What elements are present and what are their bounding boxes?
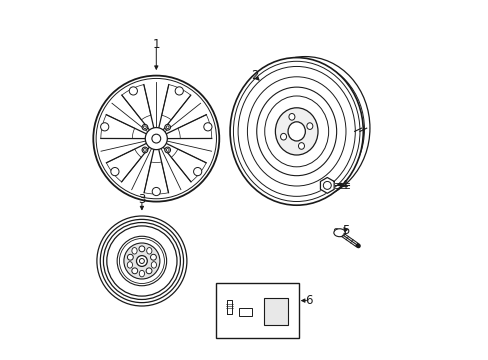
Ellipse shape xyxy=(193,167,202,176)
Ellipse shape xyxy=(119,238,164,284)
Ellipse shape xyxy=(103,222,180,300)
Ellipse shape xyxy=(97,216,186,306)
Ellipse shape xyxy=(100,219,183,303)
Ellipse shape xyxy=(132,268,138,274)
Text: 2: 2 xyxy=(250,69,258,82)
Ellipse shape xyxy=(142,147,147,153)
Ellipse shape xyxy=(143,126,146,129)
Ellipse shape xyxy=(323,181,330,189)
Polygon shape xyxy=(171,149,206,182)
Ellipse shape xyxy=(139,270,144,277)
Ellipse shape xyxy=(146,268,152,274)
Ellipse shape xyxy=(166,149,169,151)
Ellipse shape xyxy=(106,226,177,296)
Polygon shape xyxy=(178,115,211,139)
Ellipse shape xyxy=(288,113,294,120)
Bar xyxy=(239,307,251,315)
Text: 5: 5 xyxy=(342,224,349,237)
Ellipse shape xyxy=(333,229,345,237)
Ellipse shape xyxy=(123,243,160,279)
Text: 3: 3 xyxy=(138,193,145,206)
Polygon shape xyxy=(162,85,190,120)
Ellipse shape xyxy=(164,125,170,130)
Ellipse shape xyxy=(145,127,167,150)
Bar xyxy=(264,298,288,325)
Polygon shape xyxy=(226,300,232,314)
Ellipse shape xyxy=(238,67,355,196)
Ellipse shape xyxy=(96,78,216,199)
Ellipse shape xyxy=(264,96,328,167)
Ellipse shape xyxy=(275,108,317,155)
Ellipse shape xyxy=(256,87,336,176)
Ellipse shape xyxy=(151,262,156,268)
Text: 4: 4 xyxy=(340,179,347,192)
Ellipse shape xyxy=(152,134,161,143)
Ellipse shape xyxy=(233,61,359,202)
Ellipse shape xyxy=(150,254,156,260)
Ellipse shape xyxy=(117,236,166,286)
Ellipse shape xyxy=(306,123,312,130)
Polygon shape xyxy=(101,115,134,139)
Ellipse shape xyxy=(136,256,147,266)
Ellipse shape xyxy=(142,125,147,130)
Ellipse shape xyxy=(298,143,304,149)
Ellipse shape xyxy=(93,76,219,202)
Ellipse shape xyxy=(240,57,369,200)
Ellipse shape xyxy=(175,87,183,95)
Ellipse shape xyxy=(129,87,137,95)
Ellipse shape xyxy=(164,147,170,153)
Ellipse shape xyxy=(203,123,212,131)
Ellipse shape xyxy=(132,248,137,254)
Text: 6: 6 xyxy=(305,294,312,307)
Text: 1: 1 xyxy=(152,39,160,51)
Polygon shape xyxy=(144,162,168,194)
Ellipse shape xyxy=(247,77,346,186)
Ellipse shape xyxy=(280,133,286,140)
Ellipse shape xyxy=(166,126,169,129)
Ellipse shape xyxy=(139,246,144,252)
Ellipse shape xyxy=(111,167,119,176)
Ellipse shape xyxy=(242,61,364,197)
Ellipse shape xyxy=(101,123,108,131)
Ellipse shape xyxy=(127,254,133,260)
Polygon shape xyxy=(122,85,151,120)
Ellipse shape xyxy=(143,149,146,151)
Ellipse shape xyxy=(287,122,305,141)
Ellipse shape xyxy=(152,188,160,195)
Ellipse shape xyxy=(127,262,132,268)
Ellipse shape xyxy=(139,258,144,264)
Bar xyxy=(215,283,298,338)
Polygon shape xyxy=(106,149,141,182)
Ellipse shape xyxy=(146,248,152,254)
Polygon shape xyxy=(320,177,333,193)
Ellipse shape xyxy=(230,58,363,205)
